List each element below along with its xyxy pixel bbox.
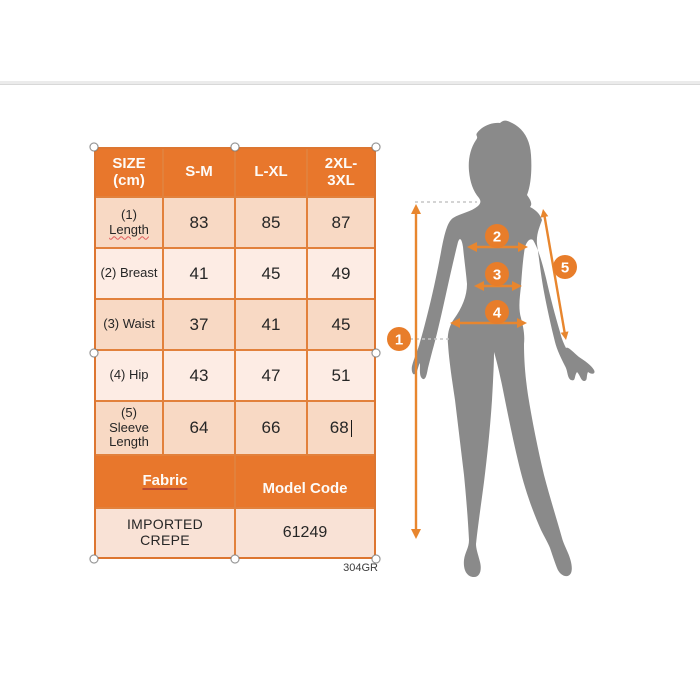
cell-length-lxl[interactable]: 85 (236, 198, 306, 247)
cell-waist-lxl[interactable]: 41 (236, 300, 306, 349)
label-line: Length (109, 221, 149, 237)
cell-length-sm[interactable]: 83 (164, 198, 234, 247)
header-cell-size-cm[interactable]: SIZE (cm) (96, 149, 162, 196)
marker-1-circle (387, 327, 411, 351)
row-label-length[interactable]: (1) Length (96, 198, 162, 247)
figure-diagram: 1 2 3 4 5 (385, 105, 625, 595)
cell-breast-lxl[interactable]: 45 (236, 249, 306, 298)
label-line: (1) (121, 206, 137, 222)
hip-arrow (450, 318, 527, 328)
marker-2-circle (485, 224, 509, 248)
marker-5-label: 5 (561, 260, 569, 277)
chart-note: 304GR (343, 562, 378, 574)
fabric-label: Fabric (142, 472, 188, 490)
row-label-breast[interactable]: (2) Breast (96, 249, 162, 298)
size-chart-table: SIZE (cm) S-M L-XL 2XL- 3XL (1) Length 8… (94, 147, 376, 559)
cell-hip-2xl3xl[interactable]: 51 (308, 351, 374, 400)
cell-hip-sm[interactable]: 43 (164, 351, 234, 400)
marker-3-circle (485, 262, 509, 286)
cell-sleeve-2xl3xl[interactable]: 68 (308, 402, 374, 454)
row-label-hip[interactable]: (4) Hip (96, 351, 162, 400)
selection-handle-top-center[interactable] (230, 142, 240, 152)
cell-waist-sm[interactable]: 37 (164, 300, 234, 349)
fabric-value-line: IMPORTED (126, 516, 204, 533)
cell-breast-sm[interactable]: 41 (164, 249, 234, 298)
cell-sleeve-lxl[interactable]: 66 (236, 402, 306, 454)
selection-handle-bottom-right[interactable] (371, 554, 381, 564)
fabric-header-cell[interactable]: Fabric (96, 456, 234, 507)
cell-sleeve-sm[interactable]: 64 (164, 402, 234, 454)
selection-handle-mid-left[interactable] (89, 348, 99, 358)
marker-3-label: 3 (493, 267, 501, 284)
selection-handle-bottom-left[interactable] (89, 554, 99, 564)
label-line: Length (109, 434, 149, 450)
selection-handle-mid-right[interactable] (371, 348, 381, 358)
header-cell-s-m[interactable]: S-M (164, 149, 234, 196)
cell-length-2xl3xl[interactable]: 87 (308, 198, 374, 247)
marker-1-label: 1 (395, 332, 403, 349)
row-label-sleeve-length[interactable]: (5) Sleeve Length (96, 402, 162, 454)
row-label-waist[interactable]: (3) Waist (96, 300, 162, 349)
size-label-line: (cm) (113, 171, 145, 189)
waist-arrow (474, 281, 522, 291)
header-cell-2xl-3xl[interactable]: 2XL- 3XL (308, 149, 374, 196)
length-arrow (411, 204, 421, 539)
selection-handle-top-left[interactable] (89, 142, 99, 152)
cell-waist-2xl3xl[interactable]: 45 (308, 300, 374, 349)
sleeve-arrow (540, 209, 569, 340)
model-code-label: Model Code (262, 480, 348, 498)
cell-hip-lxl[interactable]: 47 (236, 351, 306, 400)
size-label-line: SIZE (112, 154, 146, 172)
woman-silhouette (411, 120, 595, 577)
sleeve-2xl3xl-value: 68 (329, 418, 349, 438)
selection-handle-top-right[interactable] (371, 142, 381, 152)
text-caret (350, 419, 353, 437)
cell-breast-2xl3xl[interactable]: 49 (308, 249, 374, 298)
selection-handle-bottom-center[interactable] (230, 554, 240, 564)
marker-5-circle (553, 255, 577, 279)
marker-2-label: 2 (493, 229, 501, 246)
marker-4-circle (485, 300, 509, 324)
label-line: Sleeve (109, 419, 149, 435)
model-code-header-cell[interactable]: Model Code (236, 456, 374, 507)
size-2xl-line: 2XL- (324, 154, 358, 172)
model-code-value-cell[interactable]: 61249 (236, 509, 374, 557)
fabric-value-cell[interactable]: IMPORTED CREPE (96, 509, 234, 557)
marker-4-label: 4 (493, 305, 502, 322)
fabric-value-line: CREPE (140, 532, 190, 548)
header-cell-l-xl[interactable]: L-XL (236, 149, 306, 196)
page-top-divider (0, 81, 700, 85)
size-3xl-line: 3XL (327, 171, 355, 189)
label-line: (5) (121, 405, 137, 421)
